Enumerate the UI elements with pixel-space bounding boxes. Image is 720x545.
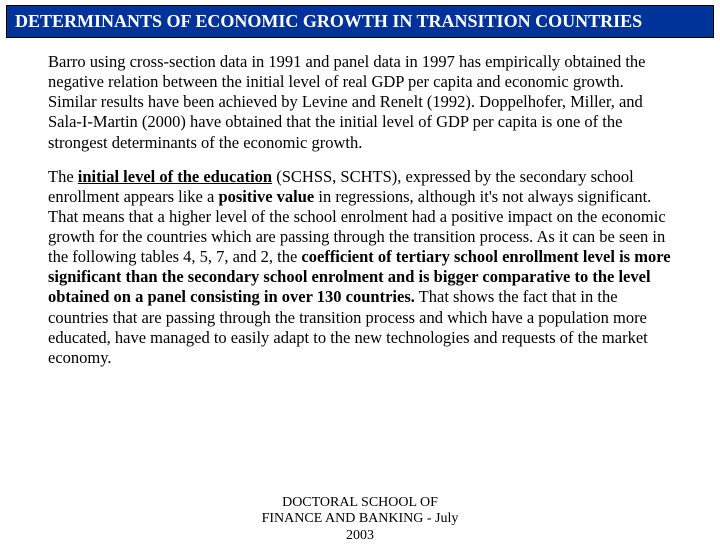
p2-run-a: The	[48, 167, 78, 186]
footer-line-3: 2003	[0, 528, 720, 545]
paragraph-1: Barro using cross-section data in 1991 a…	[48, 52, 672, 153]
paragraph-2: The initial level of the education (SCHS…	[48, 167, 672, 368]
slide-title-bar: DETERMINANTS OF ECONOMIC GROWTH IN TRANS…	[6, 5, 714, 38]
footer-line-1: DOCTORAL SCHOOL OF	[0, 495, 720, 512]
slide-content: Barro using cross-section data in 1991 a…	[0, 38, 720, 368]
p1-text: Barro using cross-section data in 1991 a…	[48, 52, 646, 152]
p2-run-b: initial level of the education	[78, 167, 272, 186]
p2-run-d: positive value	[218, 187, 314, 206]
footer-line-2: FINANCE AND BANKING - July	[0, 511, 720, 528]
slide-footer: DOCTORAL SCHOOL OF FINANCE AND BANKING -…	[0, 495, 720, 545]
slide-title: DETERMINANTS OF ECONOMIC GROWTH IN TRANS…	[15, 11, 642, 31]
